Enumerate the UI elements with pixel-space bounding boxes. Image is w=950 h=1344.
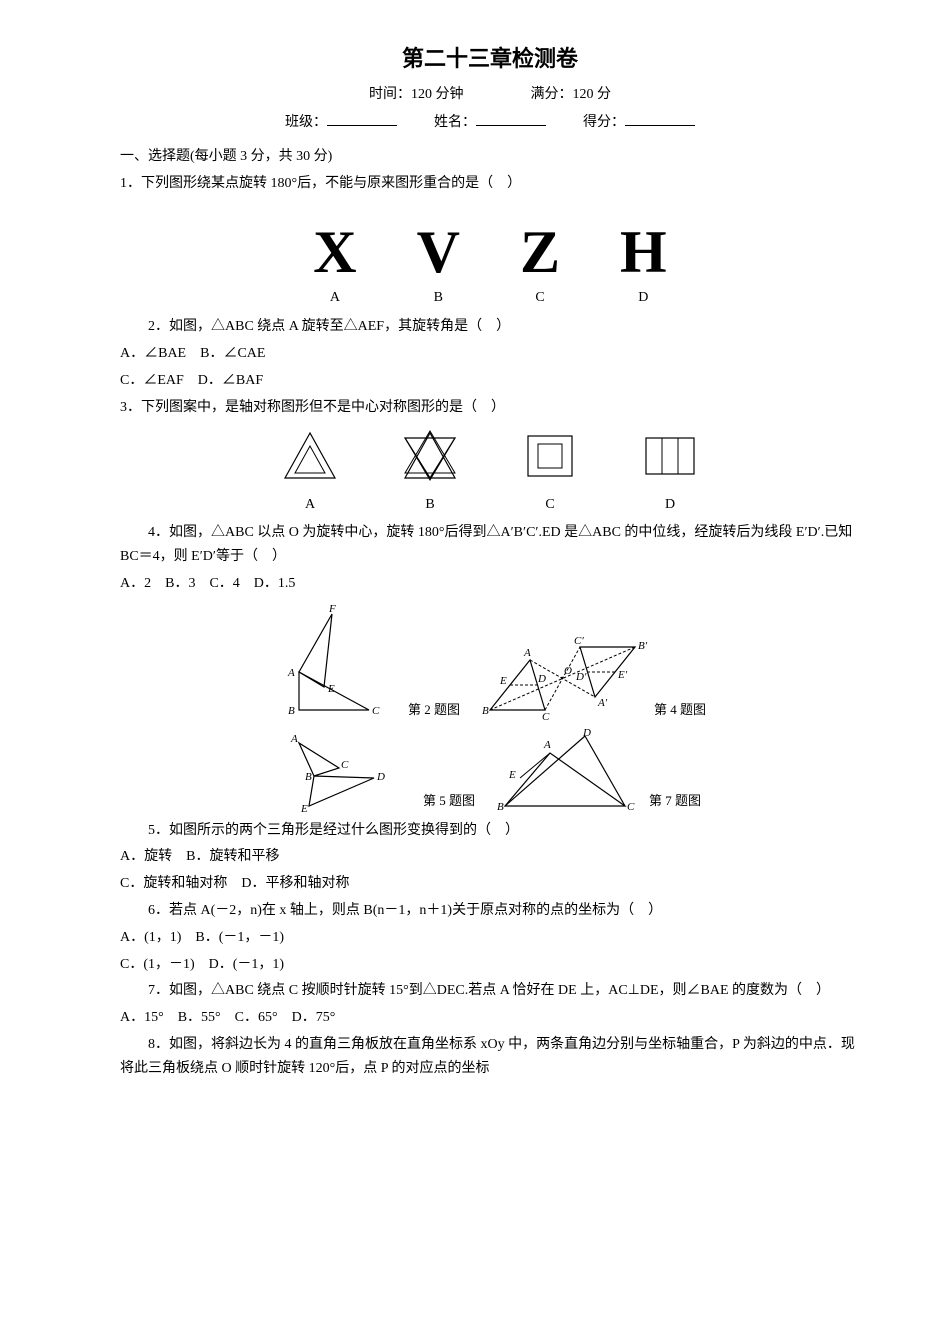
q5-opts-b: C．旋转和轴对称 D．平移和轴对称 [120,872,860,896]
q6-opts-b: C．(1，－1) D．(－1，1) [120,953,860,977]
q2-opts-a: A．∠BAE B．∠CAE [120,342,860,366]
star-b-icon [400,428,460,483]
q1-option-a: X A [313,222,356,310]
fig-2: A B C E F 第 2 题图 [274,602,460,722]
svg-text:A: A [543,739,551,751]
fig2-caption: 第 2 题图 [408,699,460,721]
shape-label-c: C [520,493,580,517]
q2-opts-b: C．∠EAF D．∠BAF [120,369,860,393]
svg-text:D′: D′ [575,671,587,683]
svg-text:E: E [300,803,308,813]
class-blank[interactable] [327,111,397,126]
svg-text:D: D [537,673,546,685]
q1-option-c: Z C [520,222,560,310]
label-b: B [417,286,460,310]
q5-opts-a: A．旋转 B．旋转和平移 [120,845,860,869]
fig4-caption: 第 4 题图 [654,699,706,721]
label-a: A [313,286,356,310]
question-2: 2．如图，△ABC 绕点 A 旋转至△AEF，其旋转角是（ ） [120,315,860,339]
q1-options-row: X A V B Z C H D [120,222,860,310]
shape-label-d: D [640,493,700,517]
header-fields: 班级： 姓名： 得分： [120,111,860,135]
svg-text:E: E [508,769,516,781]
score-label: 得分： [583,115,625,130]
question-1: 1．下列图形绕某点旋转 180°后，不能与原来图形重合的是（ ） [120,172,860,196]
fig5-svg: A B C D E [279,728,419,813]
time-label: 时间：120 分钟 [369,87,464,102]
figs-row-2: A B C D E 第 5 题图 B C A D E 第 7 题图 [120,728,860,813]
svg-text:E′: E′ [617,669,628,681]
question-5: 5．如图所示的两个三角形是经过什么图形变换得到的（ ） [120,819,860,843]
question-8: 8．如图，将斜边长为 4 的直角三角板放在直角坐标系 xOy 中，两条直角边分别… [120,1033,860,1081]
svg-text:D: D [376,771,385,783]
svg-text:E: E [499,675,507,687]
svg-text:B: B [305,771,312,783]
svg-text:C: C [542,711,550,722]
letter-x: X [313,222,356,282]
label-c: C [520,286,560,310]
svg-text:B′: B′ [638,640,648,652]
svg-text:C: C [372,705,380,717]
fig-4: B C A E D O B′ C′ A′ E′ D′ 第 4 题图 [480,632,706,722]
fig5-caption: 第 5 题图 [423,790,475,812]
q3-shape-b: B [400,428,460,518]
shape-label-a: A [280,493,340,517]
shape-label-b: B [400,493,460,517]
question-7: 7．如图，△ABC 绕点 C 按顺时针旋转 15°到△DEC.若点 A 恰好在 … [120,979,860,1003]
subtitle-row: 时间：120 分钟 满分：120 分 [120,83,860,107]
triangle-a-icon [280,428,340,483]
rect-d-icon [640,428,700,483]
fig7-svg: B C A D E [495,728,645,813]
q7-opts: A．15° B．55° C．65° D．75° [120,1006,860,1030]
svg-text:A: A [290,733,298,745]
q3-shape-c: C [520,428,580,518]
svg-text:D: D [582,728,591,739]
q3-shapes-row: A B C D [120,428,860,518]
fig-7: B C A D E 第 7 题图 [495,728,701,813]
svg-text:B: B [288,705,295,717]
class-label: 班级： [285,115,327,130]
letter-z: Z [520,222,560,282]
fig4-svg: B C A E D O B′ C′ A′ E′ D′ [480,632,650,722]
section-1-heading: 一、选择题(每小题 3 分，共 30 分) [120,145,860,169]
svg-text:E: E [327,683,335,695]
full-label: 满分：120 分 [531,87,612,102]
page-title: 第二十三章检测卷 [120,40,860,77]
svg-text:F: F [328,603,336,615]
square-c-icon [520,428,580,483]
svg-text:C′: C′ [574,635,584,647]
score-blank[interactable] [625,111,695,126]
letter-v: V [417,222,460,282]
svg-text:B: B [497,801,504,813]
q3-shape-a: A [280,428,340,518]
question-6: 6．若点 A(－2，n)在 x 轴上，则点 B(n－1，n＋1)关于原点对称的点… [120,899,860,923]
figs-row-1: A B C E F 第 2 题图 B C A E D O B′ C′ A′ E′ [120,602,860,722]
svg-text:A: A [287,667,295,679]
q1-option-b: V B [417,222,460,310]
name-label: 姓名： [434,115,476,130]
svg-text:A′: A′ [597,697,608,709]
q6-opts-a: A．(1，1) B．(－1，－1) [120,926,860,950]
svg-text:B: B [482,705,489,717]
fig7-caption: 第 7 题图 [649,790,701,812]
fig-5: A B C D E 第 5 题图 [279,728,475,813]
q4-opts: A．2 B．3 C．4 D．1.5 [120,572,860,596]
question-4: 4．如图，△ABC 以点 O 为旋转中心，旋转 180°后得到△A′B′C′.E… [120,521,860,569]
name-blank[interactable] [476,111,546,126]
fig2-svg: A B C E F [274,602,404,722]
q3-shape-d: D [640,428,700,518]
q1-option-d: H D [620,222,667,310]
svg-text:C: C [341,759,349,771]
svg-text:A: A [523,647,531,659]
svg-text:C: C [627,801,635,813]
svg-text:O: O [564,665,572,677]
letter-h: H [620,222,667,282]
label-d: D [620,286,667,310]
question-3: 3．下列图案中，是轴对称图形但不是中心对称图形的是（ ） [120,396,860,420]
